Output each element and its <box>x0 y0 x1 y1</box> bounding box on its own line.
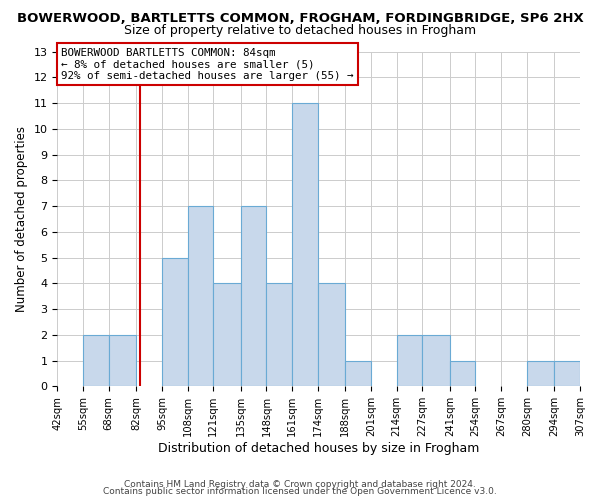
Bar <box>527 360 554 386</box>
Bar <box>162 258 188 386</box>
Text: BOWERWOOD BARTLETTS COMMON: 84sqm
← 8% of detached houses are smaller (5)
92% of: BOWERWOOD BARTLETTS COMMON: 84sqm ← 8% o… <box>61 48 354 81</box>
Bar <box>422 335 450 386</box>
Bar <box>450 360 475 386</box>
Bar <box>241 206 266 386</box>
Bar <box>318 284 346 387</box>
Text: Contains public sector information licensed under the Open Government Licence v3: Contains public sector information licen… <box>103 487 497 496</box>
Bar <box>83 335 109 386</box>
Bar <box>266 284 292 387</box>
Text: BOWERWOOD, BARTLETTS COMMON, FROGHAM, FORDINGBRIDGE, SP6 2HX: BOWERWOOD, BARTLETTS COMMON, FROGHAM, FO… <box>17 12 583 26</box>
Bar <box>213 284 241 387</box>
Bar <box>292 103 318 387</box>
Y-axis label: Number of detached properties: Number of detached properties <box>15 126 28 312</box>
Bar <box>346 360 371 386</box>
Bar <box>109 335 136 386</box>
Text: Contains HM Land Registry data © Crown copyright and database right 2024.: Contains HM Land Registry data © Crown c… <box>124 480 476 489</box>
Bar <box>554 360 580 386</box>
Bar <box>397 335 422 386</box>
X-axis label: Distribution of detached houses by size in Frogham: Distribution of detached houses by size … <box>158 442 479 455</box>
Text: Size of property relative to detached houses in Frogham: Size of property relative to detached ho… <box>124 24 476 37</box>
Bar <box>188 206 213 386</box>
